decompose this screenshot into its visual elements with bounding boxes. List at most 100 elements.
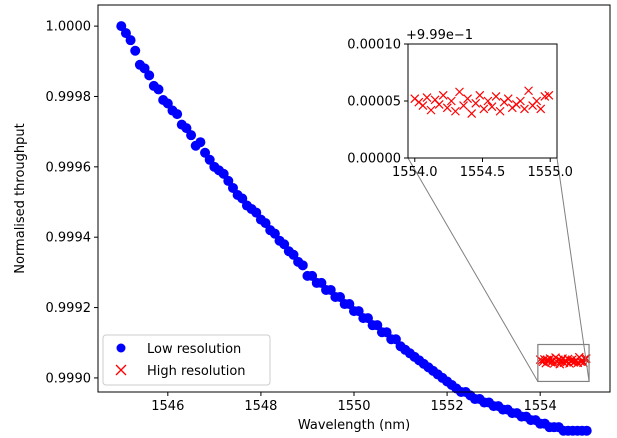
- y-tick-label: 0.9998: [46, 90, 92, 105]
- inset-high-resolution-point: [471, 98, 481, 108]
- inset-high-resolution-point: [475, 90, 485, 100]
- low-resolution-point: [307, 270, 318, 281]
- x-tick-label: 1552: [431, 399, 464, 414]
- y-tick-label: 1.0000: [46, 20, 92, 35]
- inset-high-resolution-point: [459, 101, 468, 110]
- main-axes: 1546 1548 1550 1552 1554 0.9990 0.9992 0.9994 0.…: [46, 20, 557, 414]
- inset-x-tick-label: 1555.0: [527, 165, 573, 180]
- legend-box: [102, 334, 271, 386]
- low-resolution-point: [218, 168, 229, 179]
- x-axis-title: Wavelength (nm): [298, 418, 410, 433]
- inset-high-resolution-point: [442, 103, 452, 113]
- low-resolution-point: [288, 249, 299, 260]
- low-resolution-point: [269, 228, 280, 239]
- inset-high-resolution-point: [479, 104, 489, 114]
- inset-high-resolution-point: [495, 106, 505, 116]
- x-tick-label: 1550: [337, 399, 370, 414]
- inset-high-resolution-point: [524, 86, 533, 96]
- y-tick-label: 0.9992: [46, 301, 92, 316]
- zoom-indicator: [407, 157, 590, 383]
- low-resolution-point: [153, 84, 164, 95]
- inset-plot-frame: [407, 43, 558, 159]
- inset-plot-area: [408, 44, 557, 158]
- inset-high-resolution-point: [544, 90, 554, 100]
- low-resolution-point: [144, 70, 155, 81]
- low-resolution-point: [237, 193, 248, 204]
- legend-marker-high-resolution: [115, 364, 127, 376]
- inset-high-resolution-point: [450, 106, 460, 116]
- low-resolution-point: [581, 425, 592, 436]
- y-tick-label: 0.9994: [46, 231, 92, 246]
- inset-high-resolution-point: [487, 102, 497, 112]
- low-resolution-point: [251, 207, 262, 218]
- inset-high-resolution-point: [532, 96, 542, 106]
- inset-high-resolution-point: [422, 93, 432, 103]
- low-resolution-point: [172, 109, 183, 120]
- low-resolution-point: [204, 154, 215, 165]
- low-resolution-point: [297, 260, 308, 271]
- zoom-connector-right: [556, 157, 590, 382]
- low-resolution-point: [181, 123, 192, 134]
- low-resolution-point: [139, 63, 150, 74]
- low-resolution-point: [279, 239, 290, 250]
- inset-high-resolution-point: [536, 104, 546, 114]
- low-resolution-point: [223, 175, 234, 186]
- inset-high-resolution-point: [483, 96, 493, 106]
- inset-high-resolution-point: [455, 87, 464, 97]
- low-resolution-point: [372, 320, 383, 331]
- x-tick-label: 1546: [151, 399, 184, 414]
- inset-high-resolution-point: [467, 109, 477, 118]
- low-resolution-point: [116, 21, 127, 32]
- main-marks: [116, 21, 592, 436]
- inset-high-resolution-point: [426, 105, 436, 115]
- inset-high-resolution-point: [520, 104, 529, 114]
- inset-high-resolution-point: [463, 94, 473, 104]
- low-resolution-point: [381, 327, 392, 338]
- low-resolution-point: [260, 218, 271, 229]
- low-resolution-point: [186, 130, 197, 141]
- low-resolution-point: [162, 98, 173, 109]
- low-resolution-point: [200, 147, 211, 158]
- low-resolution-point: [316, 277, 327, 288]
- inset-high-resolution-point: [438, 90, 448, 100]
- low-resolution-point: [125, 35, 136, 46]
- zoom-region-box: [537, 343, 590, 383]
- low-resolution-point: [130, 45, 141, 56]
- legend: Low resolution High resolution: [102, 334, 271, 386]
- inset-high-resolution-point: [418, 101, 428, 110]
- inset-high-resolution-point: [516, 96, 525, 106]
- low-resolution-point: [120, 28, 131, 39]
- low-resolution-point: [362, 313, 373, 324]
- y-axis-title: Normalised throughput: [13, 123, 28, 273]
- inset-chart: 1554.0 1554.5 1555.00.000000.000050.00010 …: [347, 28, 573, 180]
- main-plot-frame: [97, 4, 611, 393]
- inset-marks: [410, 86, 554, 118]
- zoom-connector-left: [407, 157, 539, 382]
- inset-y-tick-label: 0.00010: [347, 38, 401, 53]
- inset-offset-label: +9.99e−1: [406, 28, 473, 43]
- low-resolution-point: [195, 137, 206, 148]
- low-resolution-point: [390, 334, 401, 345]
- low-resolution-point: [227, 182, 238, 193]
- low-resolution-point: [335, 292, 346, 303]
- x-tick-label: 1554: [524, 399, 557, 414]
- inset-axes: 1554.0 1554.5 1555.0 0.00000 0.00005 0.00010: [347, 38, 573, 181]
- inset-x-tick-label: 1554.0: [392, 165, 438, 180]
- legend-marker-low-resolution: [116, 343, 126, 353]
- inset-high-resolution-point: [491, 92, 501, 101]
- low-resolution-point: [325, 284, 336, 295]
- low-resolution-point: [353, 306, 364, 317]
- inset-high-resolution-point: [446, 96, 456, 106]
- inset-y-tick-label: 0.00000: [347, 152, 401, 167]
- legend-label-low-resolution: Low resolution: [147, 342, 241, 357]
- low-resolution-point: [344, 299, 355, 310]
- y-tick-label: 0.9990: [46, 371, 92, 386]
- x-tick-label: 1548: [244, 399, 277, 414]
- inset-y-tick-label: 0.00005: [347, 95, 401, 110]
- inset-x-tick-label: 1554.5: [460, 165, 506, 180]
- y-tick-label: 0.9996: [46, 160, 92, 175]
- high-resolution-point: [580, 354, 590, 364]
- inset-high-resolution-point: [503, 94, 513, 104]
- inset-high-resolution-point: [434, 99, 444, 109]
